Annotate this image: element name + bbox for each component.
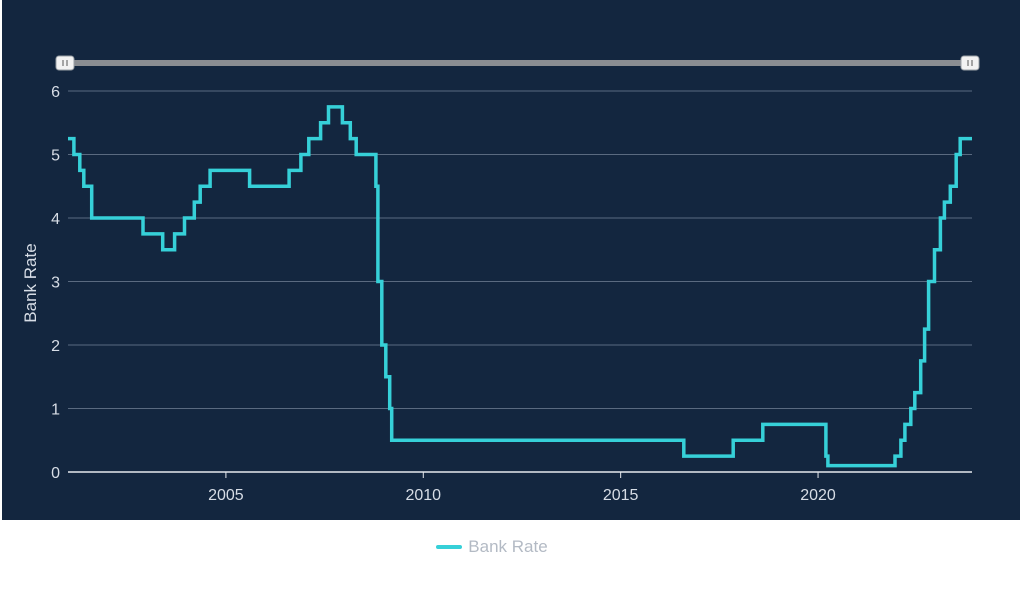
y-tick-label: 2	[51, 338, 60, 355]
y-axis-title: Bank Rate	[21, 243, 40, 322]
x-tick-label: 2005	[208, 487, 244, 504]
gridlines	[68, 90, 972, 409]
y-tick-label: 4	[51, 211, 60, 228]
y-tick-label: 6	[51, 84, 60, 101]
chart-panel: 0 1 2 3 4 5 6 2005 2010 2015 2020 Bank Rate	[2, 0, 1020, 520]
navigator-right-handle[interactable]	[960, 55, 980, 71]
x-tick-label: 2010	[405, 487, 441, 504]
legend-item-bank-rate[interactable]: Bank Rate	[436, 537, 548, 557]
legend-swatch	[436, 545, 463, 549]
legend: Bank Rate	[0, 537, 1024, 557]
y-tick-label: 0	[51, 465, 60, 482]
navigator-track[interactable]	[66, 60, 973, 66]
x-tick-label: 2015	[603, 487, 639, 504]
series-line-bank-rate[interactable]	[68, 105, 972, 468]
range-navigator[interactable]	[55, 55, 980, 71]
legend-label: Bank Rate	[468, 537, 548, 556]
chart-svg: 0 1 2 3 4 5 6 2005 2010 2015 2020 Bank Rate	[21, 55, 980, 504]
x-axis-ticks: 2005 2010 2015 2020	[208, 472, 836, 504]
y-tick-label: 1	[51, 402, 60, 419]
grip-icon	[967, 60, 973, 66]
grip-icon	[62, 60, 68, 66]
y-axis-ticks: 0 1 2 3 4 5 6	[51, 84, 60, 482]
y-tick-label: 3	[51, 275, 60, 292]
navigator-left-handle[interactable]	[55, 55, 75, 71]
y-tick-label: 5	[51, 148, 60, 165]
x-tick-label: 2020	[800, 487, 836, 504]
